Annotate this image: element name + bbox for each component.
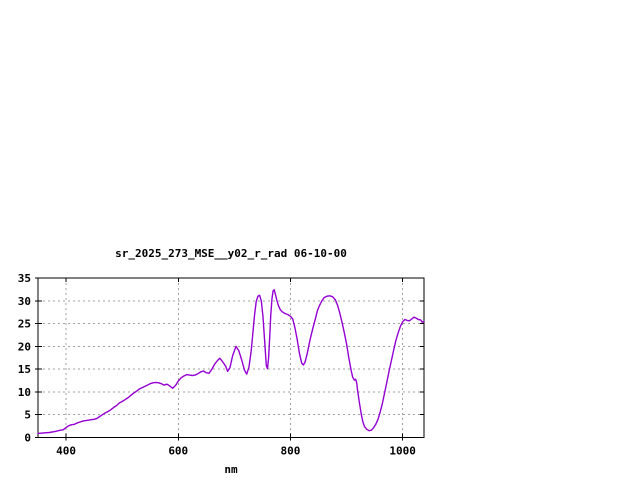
y-tick-label: 20 <box>18 340 31 353</box>
y-tick-label: 25 <box>18 318 31 331</box>
y-tick-label: 30 <box>18 295 31 308</box>
plot-border <box>37 277 425 438</box>
y-tick-label: 0 <box>24 432 31 445</box>
x-tick-label: 600 <box>168 445 188 458</box>
y-tick-label: 35 <box>18 272 31 285</box>
y-tick-label: 15 <box>18 363 31 376</box>
x-tick-label: 1000 <box>389 445 416 458</box>
x-tick-label: 800 <box>281 445 301 458</box>
chart-title: sr_2025_273_MSE__y02_r_rad 06-10-00 <box>115 247 347 260</box>
y-tick-label: 10 <box>18 386 31 399</box>
x-axis-label: nm <box>224 463 238 476</box>
data-line <box>37 289 425 435</box>
y-tick-label: 5 <box>24 409 31 422</box>
x-tick-label: 400 <box>56 445 76 458</box>
